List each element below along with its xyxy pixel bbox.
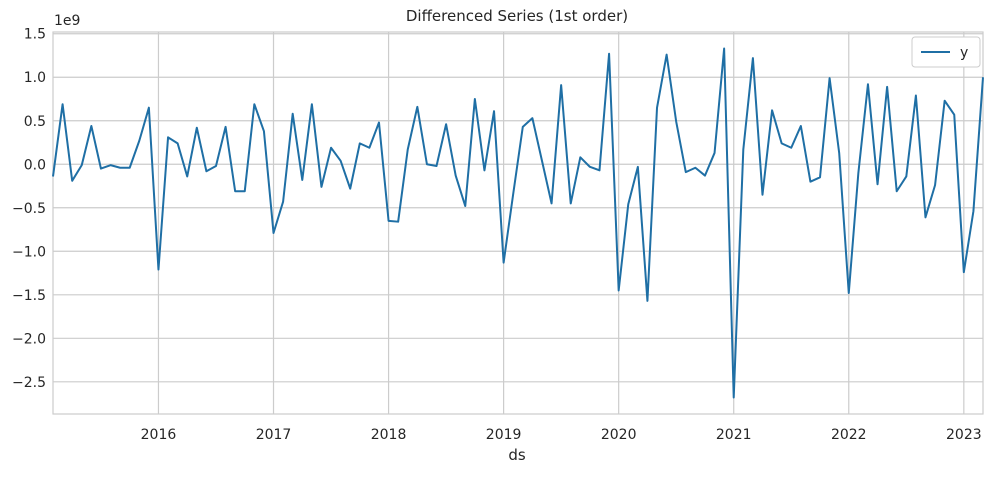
x-tick-label: 2023 — [946, 427, 982, 443]
y-tick-label: 1.5 — [24, 27, 46, 43]
y-tick-label: −1.0 — [12, 244, 46, 260]
x-tick-label: 2017 — [256, 427, 292, 443]
plot-frame — [52, 31, 984, 415]
legend-label-y: y — [960, 45, 968, 61]
y-tick-label: −2.5 — [12, 375, 46, 391]
y-tick-label: 0.0 — [24, 157, 46, 173]
x-tick-label: 2016 — [141, 427, 177, 443]
x-tick-label: 2018 — [371, 427, 407, 443]
x-axis-label: ds — [508, 446, 526, 464]
y-tick-label: −0.5 — [12, 201, 46, 217]
series-line-y — [52, 47, 984, 399]
axes: 1.5 1.0 0.5 0.0 −0.5 −1.0 −1.5 −2.0 −2.5 2016 2017… — [12, 27, 982, 443]
y-axis-scale-label: 1e9 — [54, 13, 80, 29]
y-tick-label: −2.0 — [12, 331, 46, 347]
x-tick-label: 2020 — [601, 427, 637, 443]
y-tick-label: −1.5 — [12, 288, 46, 304]
chart-title: Differenced Series (1st order) — [406, 7, 628, 25]
grid-lines — [53, 32, 983, 414]
y-tick-label: 0.5 — [24, 114, 46, 130]
x-tick-label: 2021 — [716, 427, 752, 443]
series-layer — [52, 47, 984, 399]
x-tick-label: 2022 — [831, 427, 867, 443]
legend: y — [911, 36, 981, 68]
x-tick-label: 2019 — [486, 427, 522, 443]
plot-area — [52, 31, 984, 415]
y-tick-label: 1.0 — [24, 70, 46, 86]
